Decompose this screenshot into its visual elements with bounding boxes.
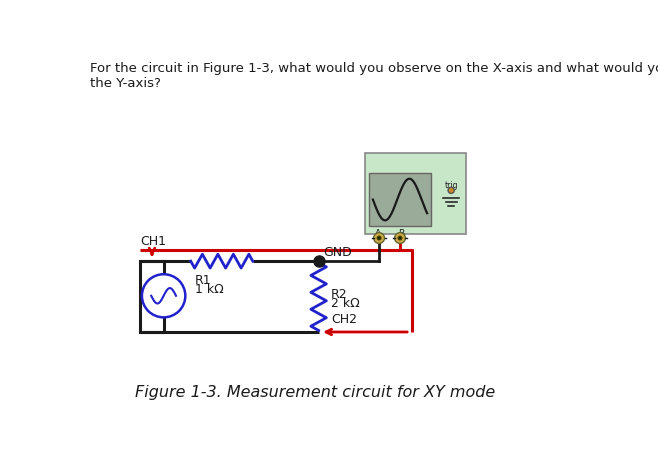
Text: CH1: CH1 (140, 235, 166, 248)
Bar (365, 154, 466, 235)
Text: R2: R2 (331, 288, 347, 301)
Text: GND: GND (323, 245, 352, 258)
Circle shape (448, 188, 454, 194)
Circle shape (374, 233, 384, 244)
Text: R1: R1 (195, 274, 211, 287)
Circle shape (142, 275, 186, 318)
Text: 1 kΩ: 1 kΩ (195, 282, 223, 295)
Text: B: B (399, 229, 405, 238)
Text: A: A (374, 229, 380, 238)
Text: For the circuit in Figure 1-3, what would you observe on the X-axis and what wou: For the circuit in Figure 1-3, what woul… (90, 62, 658, 90)
Circle shape (398, 237, 402, 240)
Circle shape (395, 233, 405, 244)
Bar (369, 173, 431, 227)
Text: 2 kΩ: 2 kΩ (331, 296, 360, 309)
Text: CH2: CH2 (331, 312, 357, 325)
Text: Figure 1-3. Measurement circuit for XY mode: Figure 1-3. Measurement circuit for XY m… (135, 385, 495, 400)
Text: trig: trig (444, 181, 458, 190)
Circle shape (377, 237, 381, 240)
